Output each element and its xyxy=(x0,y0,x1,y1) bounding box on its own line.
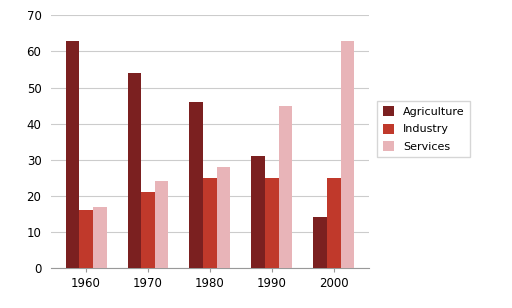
Bar xyxy=(93,207,106,268)
Bar xyxy=(189,102,203,268)
Bar xyxy=(251,156,265,268)
Bar xyxy=(127,73,141,268)
Bar xyxy=(327,178,340,268)
Bar xyxy=(340,41,354,268)
Bar xyxy=(141,192,155,268)
Bar xyxy=(66,41,79,268)
Legend: Agriculture, Industry, Services: Agriculture, Industry, Services xyxy=(377,101,470,157)
Bar xyxy=(313,217,327,268)
Bar xyxy=(155,181,168,268)
Bar xyxy=(265,178,279,268)
Bar xyxy=(217,167,230,268)
Bar xyxy=(203,178,217,268)
Bar xyxy=(279,106,292,268)
Bar xyxy=(79,210,93,268)
